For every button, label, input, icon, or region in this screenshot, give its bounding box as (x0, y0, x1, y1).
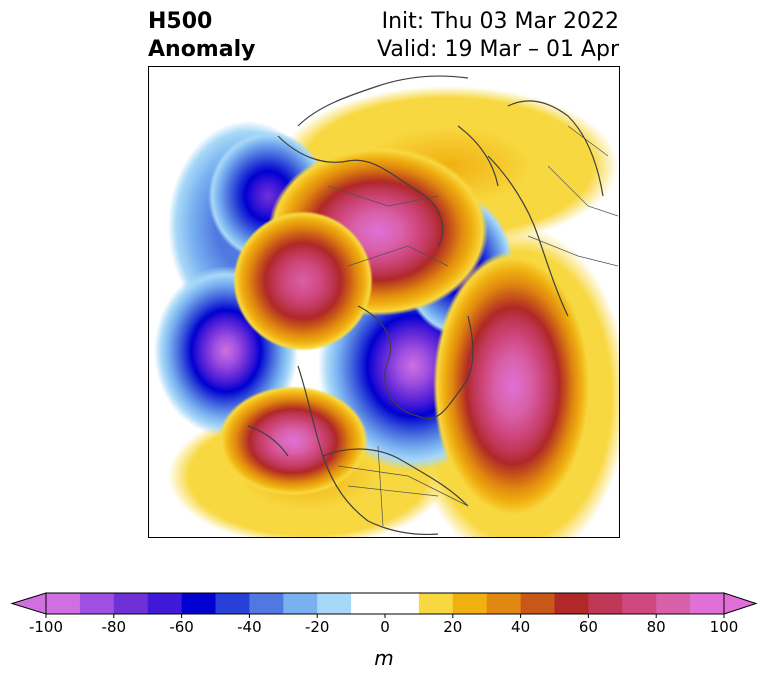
colorbar-swatch (486, 593, 521, 614)
anomaly-field (154, 86, 620, 538)
north-atlantic-high (433, 251, 593, 521)
title-block-right: Init: Thu 03 Mar 2022 Valid: 19 Mar – 01… (377, 8, 619, 64)
colorbar-swatch (351, 593, 420, 614)
colorbar-swatch (317, 593, 352, 614)
title-block-left: H500 Anomaly (148, 8, 255, 64)
colorbar-swatch (452, 593, 487, 614)
colorbar-swatch (215, 593, 250, 614)
colorbar-tick-label: 20 (443, 618, 462, 636)
colorbar-tick-label: 0 (380, 618, 390, 636)
colorbar-swatch (520, 593, 555, 614)
coastlines (247, 75, 604, 536)
colorbar-unit: m (374, 646, 394, 670)
colorbar-tick-label: -20 (305, 618, 330, 636)
colorbar-swatch (588, 593, 623, 614)
colorbar-tick-label: 100 (710, 618, 739, 636)
colorbar-swatch (690, 593, 725, 614)
siberian-high-west (233, 211, 373, 351)
valid-range: Valid: 19 Mar – 01 Apr (377, 37, 619, 62)
colorbar-swatch (622, 593, 657, 614)
colorbar-tick-label: 60 (579, 618, 598, 636)
colorbar-swatch (249, 593, 284, 614)
colorbar-tick-label: -40 (237, 618, 262, 636)
colorbar-ticks: -100 -80 -60 -40 -20 0 20 40 60 80 100 (29, 614, 738, 636)
colorbar-swatch (554, 593, 589, 614)
init-date: Init: Thu 03 Mar 2022 (381, 9, 619, 34)
political-borders (327, 125, 619, 527)
colorbar-tick-label: -100 (29, 618, 63, 636)
colorbar-swatch (418, 593, 454, 614)
colorbar-swatch (181, 593, 216, 614)
colorbar-extend-left (10, 592, 47, 615)
colorbar-swatches (46, 593, 725, 614)
colorbar-extend-right (723, 592, 758, 615)
colorbar-swatch (113, 593, 148, 614)
colorbar-tick-label: -80 (102, 618, 127, 636)
colorbar-swatch (147, 593, 182, 614)
colorbar-tick-label: 80 (647, 618, 666, 636)
colorbar-swatch (46, 593, 81, 614)
colorbar-tick-label: 40 (511, 618, 530, 636)
colorbar-swatch (656, 593, 691, 614)
title-field: H500 (148, 9, 213, 34)
north-pacific-high (218, 386, 368, 496)
colorbar-swatch (79, 593, 115, 614)
title-type: Anomaly (148, 37, 256, 62)
colorbar: -100 -80 -60 -40 -20 0 20 40 60 80 100 (0, 585, 768, 645)
colorbar-tick-label: -60 (169, 618, 194, 636)
anomaly-map (148, 66, 620, 538)
colorbar-swatch (283, 593, 318, 614)
